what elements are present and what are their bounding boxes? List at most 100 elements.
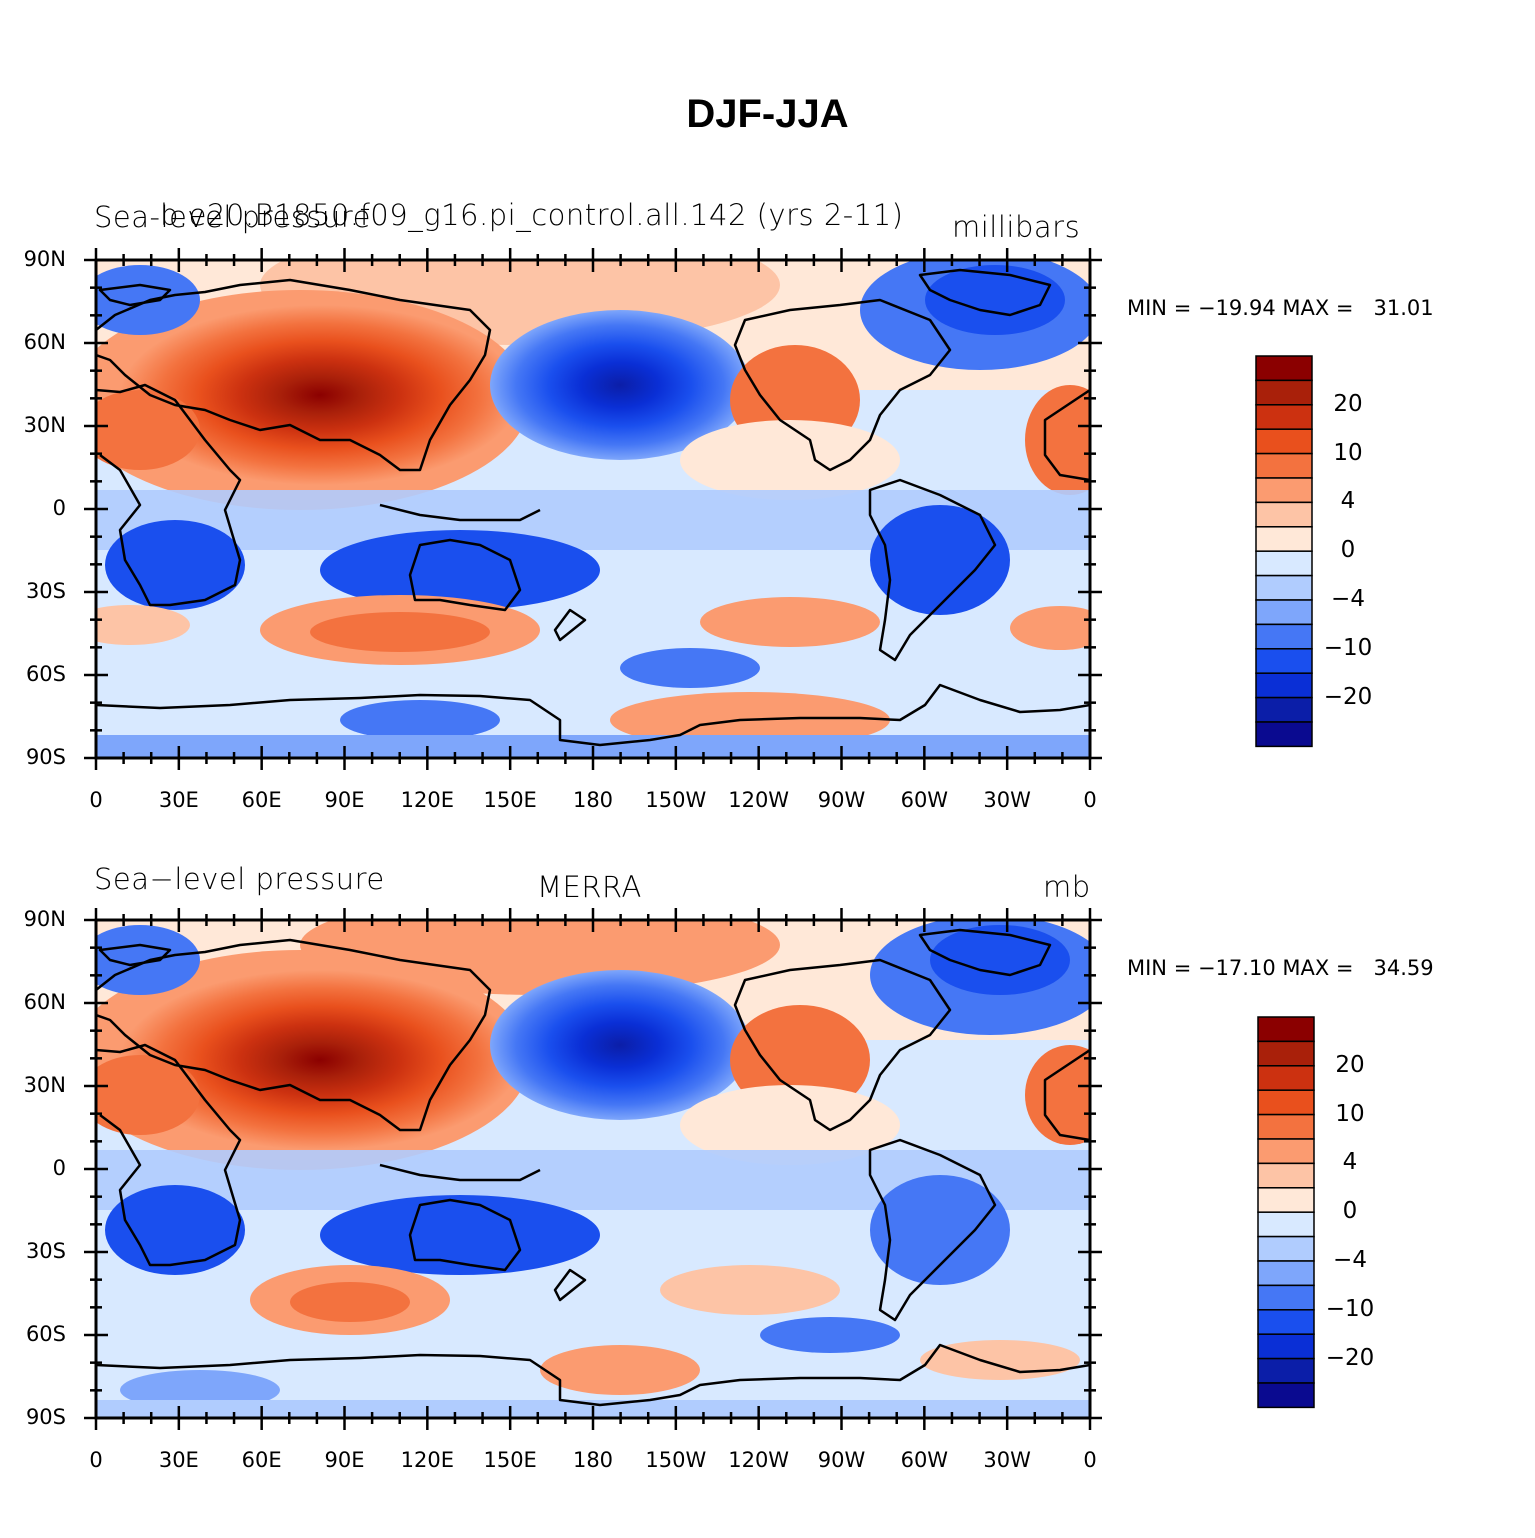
y-tick-label: 30N: [23, 1073, 66, 1097]
colorbar-label: 4: [1340, 488, 1356, 515]
panel1-map: [96, 260, 1090, 758]
colorbar-box: [1255, 550, 1313, 577]
panel1-coastlines: [96, 268, 1090, 747]
colorbar-box: [1255, 477, 1313, 504]
y-tick-label: 30N: [23, 413, 66, 437]
colorbar-box: [1255, 574, 1313, 601]
x-tick-label: 60E: [241, 788, 282, 812]
y-tick-label: 60N: [23, 330, 66, 354]
y-tick-label: 0: [52, 1156, 66, 1180]
x-tick-label: 120W: [728, 1448, 790, 1472]
x-tick-label: 0: [1083, 1448, 1097, 1472]
colorbar-label: 20: [1333, 390, 1363, 417]
panel1-left-label: Sea-level pressure: [94, 200, 371, 234]
colorbar-box: [1255, 355, 1313, 382]
y-tick-label: 60N: [23, 990, 66, 1014]
colorbar-box: [1255, 721, 1313, 748]
colorbar-label: 4: [1342, 1149, 1358, 1176]
colorbar-box: [1257, 1040, 1315, 1067]
panel1-colorbar: [1255, 355, 1313, 748]
colorbar-box: [1257, 1235, 1315, 1262]
page-title: DJF-JJA: [686, 92, 849, 136]
colorbar-box: [1255, 404, 1313, 430]
colorbar-box: [1257, 1187, 1315, 1213]
colorbar-label: 0: [1342, 1198, 1358, 1225]
panel2-ticks: [84, 908, 1102, 1430]
x-tick-label: 180: [572, 1448, 614, 1472]
x-tick-label: 180: [572, 788, 614, 812]
colorbar-label: −4: [1331, 586, 1365, 612]
x-tick-label: 60E: [241, 1448, 282, 1472]
colorbar-label: −4: [1333, 1247, 1367, 1273]
colorbar-box: [1257, 1162, 1315, 1189]
x-tick-label: 30E: [158, 1448, 199, 1472]
colorbar-box: [1257, 1089, 1315, 1116]
colorbar-box: [1257, 1065, 1315, 1091]
x-tick-label: 60W: [900, 1448, 949, 1472]
x-tick-label: 0: [89, 788, 103, 812]
x-tick-label: 150E: [483, 788, 537, 812]
panel2-center-label: MERRA: [537, 870, 642, 904]
colorbar-box: [1257, 1309, 1315, 1335]
colorbar-box: [1257, 1138, 1315, 1165]
x-tick-label: 60W: [900, 788, 949, 812]
colorbar-box: [1257, 1357, 1315, 1384]
panel1-ticks: [84, 248, 1102, 770]
x-tick-label: 90W: [817, 788, 866, 812]
colorbar-label: −20: [1323, 683, 1373, 710]
y-tick-label: 90N: [23, 247, 66, 271]
x-tick-label: 90E: [324, 788, 365, 812]
colorbar-box: [1255, 452, 1313, 479]
x-tick-label: 30E: [158, 788, 199, 812]
y-tick-label: 30S: [25, 1239, 66, 1263]
panel2-stats: MIN = −17.10 MAX = 34.59: [1127, 956, 1434, 980]
colorbar-label: 10: [1333, 439, 1363, 466]
y-tick-label: 60S: [25, 1322, 66, 1346]
colorbar-box: [1257, 1382, 1315, 1409]
colorbar-box: [1255, 623, 1313, 650]
y-tick-label: 60S: [25, 662, 66, 686]
colorbar-box: [1255, 648, 1313, 674]
colorbar-box: [1257, 1113, 1315, 1140]
colorbar-box: [1255, 696, 1313, 723]
colorbar-label: −10: [1325, 1295, 1375, 1322]
x-tick-label: 120W: [728, 788, 790, 812]
x-tick-label: 120E: [400, 788, 454, 812]
x-tick-label: 150E: [483, 1448, 537, 1472]
colorbar-box: [1255, 672, 1313, 699]
colorbar-box: [1255, 428, 1313, 455]
colorbar-label: −10: [1323, 634, 1373, 661]
panel1-center-label: b.e20.B1850.f09_g16.pi_control.all.142 (…: [160, 198, 904, 232]
colorbar-label: 0: [1340, 537, 1356, 564]
panel2-field: [96, 920, 1090, 1418]
x-tick-label: 0: [1083, 788, 1097, 812]
panel1-stats: MIN = −19.94 MAX = 31.01: [1127, 296, 1434, 320]
x-tick-label: 30W: [983, 788, 1031, 812]
colorbar-box: [1257, 1333, 1315, 1360]
colorbar-box: [1255, 599, 1313, 626]
colorbar-box: [1257, 1284, 1315, 1311]
y-tick-label: 30S: [25, 579, 66, 603]
colorbar-label: −20: [1325, 1344, 1375, 1371]
colorbar-box: [1255, 526, 1313, 552]
panel2-map: [96, 920, 1090, 1418]
x-tick-label: 30W: [983, 1448, 1031, 1472]
colorbar-box: [1257, 1260, 1315, 1287]
panel2-left-label: Sea−level pressure: [94, 862, 385, 896]
x-tick-label: 90W: [817, 1448, 866, 1472]
panel1-right-label: millibars: [952, 210, 1081, 244]
colorbar-label: 10: [1335, 1100, 1365, 1127]
x-tick-label: 0: [89, 1448, 103, 1472]
colorbar-label: 20: [1335, 1051, 1365, 1078]
y-tick-label: 90N: [23, 907, 66, 931]
y-tick-label: 90S: [25, 745, 66, 769]
x-tick-label: 120E: [400, 1448, 454, 1472]
colorbar-box: [1255, 379, 1313, 406]
y-tick-label: 90S: [25, 1405, 66, 1429]
colorbar-box: [1257, 1016, 1315, 1043]
colorbar-box: [1257, 1211, 1315, 1238]
x-tick-label: 150W: [645, 788, 707, 812]
x-tick-label: 150W: [645, 1448, 707, 1472]
y-tick-label: 0: [52, 496, 66, 520]
panel2-colorbar: [1257, 1016, 1315, 1409]
